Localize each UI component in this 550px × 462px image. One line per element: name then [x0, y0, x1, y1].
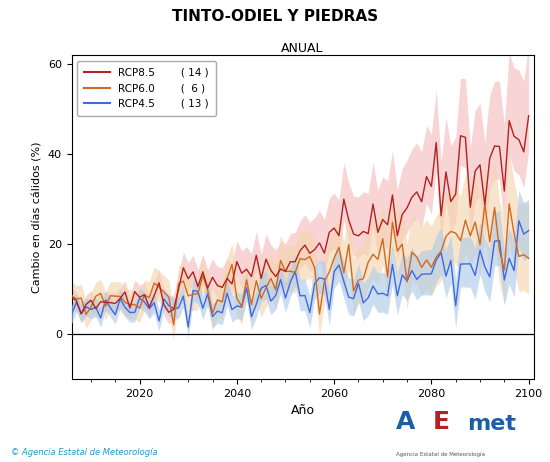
Text: TINTO-ODIEL Y PIEDRAS: TINTO-ODIEL Y PIEDRAS	[172, 9, 378, 24]
X-axis label: Año: Año	[290, 404, 315, 417]
Text: met: met	[468, 414, 516, 434]
Text: Agencia Estatal de Meteorología: Agencia Estatal de Meteorología	[396, 452, 485, 457]
Text: A: A	[396, 410, 415, 434]
Text: © Agencia Estatal de Meteorología: © Agencia Estatal de Meteorología	[11, 449, 158, 457]
Y-axis label: Cambio en días cálidos (%): Cambio en días cálidos (%)	[32, 141, 42, 293]
Legend: RCP8.5        ( 14 ), RCP6.0        (  6 ), RCP4.5        ( 13 ): RCP8.5 ( 14 ), RCP6.0 ( 6 ), RCP4.5 ( 13…	[76, 61, 216, 116]
Title: ANUAL: ANUAL	[281, 43, 324, 55]
Text: E: E	[433, 410, 450, 434]
